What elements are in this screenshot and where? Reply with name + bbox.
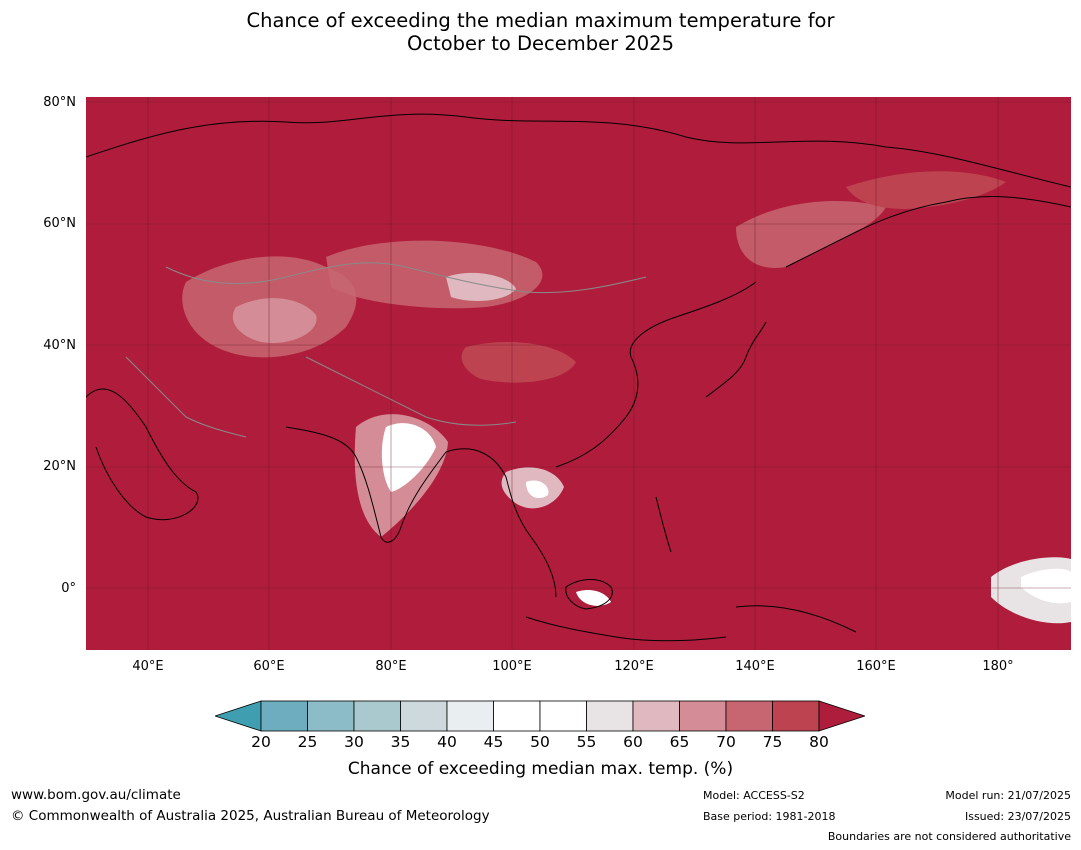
- colorbar-segment: [539, 700, 587, 732]
- colorbar-tick-label: 70: [716, 733, 736, 751]
- colorbar-segments: [215, 700, 865, 732]
- colorbar-segment: [632, 700, 680, 732]
- colorbar-segment: [586, 700, 634, 732]
- boundaries-note: Boundaries are not considered authoritat…: [827, 830, 1071, 843]
- model-info: Model: ACCESS-S2: [703, 789, 805, 802]
- colorbar-tick-label: 80: [809, 733, 829, 751]
- colorbar-tick-label: 60: [623, 733, 643, 751]
- lon-label-100e: 100°E: [492, 659, 532, 674]
- forecast-map: [86, 97, 1071, 650]
- colorbar-segment: [446, 700, 494, 732]
- region-india-inner: [381, 423, 436, 492]
- colorbar-extension-high: [818, 700, 865, 732]
- colorbar-tick-label: 35: [390, 733, 411, 751]
- colorbar-segment: [353, 700, 401, 732]
- colorbar-tick-label: 55: [576, 733, 597, 751]
- coastline-borneo: [565, 579, 613, 610]
- colorbar-tick-label: 50: [530, 733, 550, 751]
- lat-label-60n: 60°N: [43, 216, 76, 231]
- website-link[interactable]: www.bom.gov.au/climate: [11, 787, 181, 803]
- colorbar-tick-label: 45: [483, 733, 504, 751]
- region-pacific-east-inner: [1021, 568, 1071, 604]
- colorbar-segment: [725, 700, 773, 732]
- colorbar-segment: [679, 700, 727, 732]
- border-central-asia: [165, 262, 407, 285]
- model-run-info: Model run: 21/07/2025: [945, 789, 1071, 802]
- colorbar-segment: [260, 700, 308, 732]
- region-borneo: [576, 590, 611, 606]
- issued-info: Issued: 23/07/2025: [964, 810, 1071, 823]
- title-line-2: October to December 2025: [407, 32, 674, 55]
- lon-label-120e: 120°E: [614, 659, 654, 674]
- lon-label-60e: 60°E: [253, 659, 285, 674]
- lon-label-80e: 80°E: [375, 659, 407, 674]
- gridlines: [86, 97, 1071, 650]
- coastline-southeast-asia: [445, 448, 557, 598]
- coastline-new-guinea: [735, 605, 857, 633]
- colorbar-tick-label: 25: [297, 733, 318, 751]
- lon-label-140e: 140°E: [735, 659, 775, 674]
- chart-title: Chance of exceeding the median maximum t…: [0, 9, 1081, 55]
- colorbar-label: Chance of exceeding median max. temp. (%…: [347, 759, 734, 779]
- coastlines: [86, 113, 1071, 642]
- lat-label-20n: 20°N: [43, 459, 76, 474]
- colorbar-tick-label: 75: [762, 733, 783, 751]
- lon-label-160e: 160°E: [856, 659, 896, 674]
- country-borders: [125, 262, 647, 438]
- region-mongolia-inner: [446, 272, 516, 301]
- colorbar-extension-low: [215, 700, 262, 732]
- coastline-philippines: [655, 496, 672, 553]
- copyright-text: © Commonwealth of Australia 2025, Austra…: [11, 808, 490, 824]
- colorbar: [215, 700, 865, 732]
- title-line-1: Chance of exceeding the median maximum t…: [246, 9, 835, 32]
- colorbar-segment: [772, 700, 820, 732]
- colorbar-segment: [400, 700, 448, 732]
- colorbar-tick-label: 30: [344, 733, 364, 751]
- lon-label-40e: 40°E: [132, 659, 164, 674]
- coastline-china-east: [555, 281, 757, 468]
- region-tibet: [461, 342, 576, 383]
- coastline-india: [285, 426, 447, 543]
- coastline-indonesia: [525, 616, 727, 642]
- region-central-asia-inner: [232, 298, 317, 343]
- lat-label-40n: 40°N: [43, 338, 76, 353]
- colorbar-segment: [307, 700, 355, 732]
- base-period-info: Base period: 1981-2018: [703, 810, 836, 823]
- coastline-arabia: [86, 388, 199, 521]
- colorbar-tick-label: 20: [251, 733, 271, 751]
- border-china-mongolia: [405, 266, 647, 294]
- probability-regions: [182, 171, 1071, 624]
- colorbar-tick-label: 40: [437, 733, 457, 751]
- coastline-kamchatka: [785, 196, 1071, 268]
- coastline-japan: [705, 321, 767, 398]
- border-middle-east: [125, 356, 247, 438]
- border-himalaya: [305, 356, 517, 426]
- lat-label-equator: 0°: [61, 581, 76, 596]
- region-siberia-east: [736, 201, 886, 268]
- coastline-arctic: [86, 113, 1071, 188]
- lon-label-180: 180°: [982, 659, 1014, 674]
- colorbar-tick-label: 65: [669, 733, 690, 751]
- colorbar-segment: [493, 700, 541, 732]
- region-siberia-far: [846, 171, 1006, 209]
- region-indochina-inner: [526, 480, 549, 499]
- lat-label-80n: 80°N: [43, 95, 76, 110]
- map-canvas: [86, 97, 1071, 650]
